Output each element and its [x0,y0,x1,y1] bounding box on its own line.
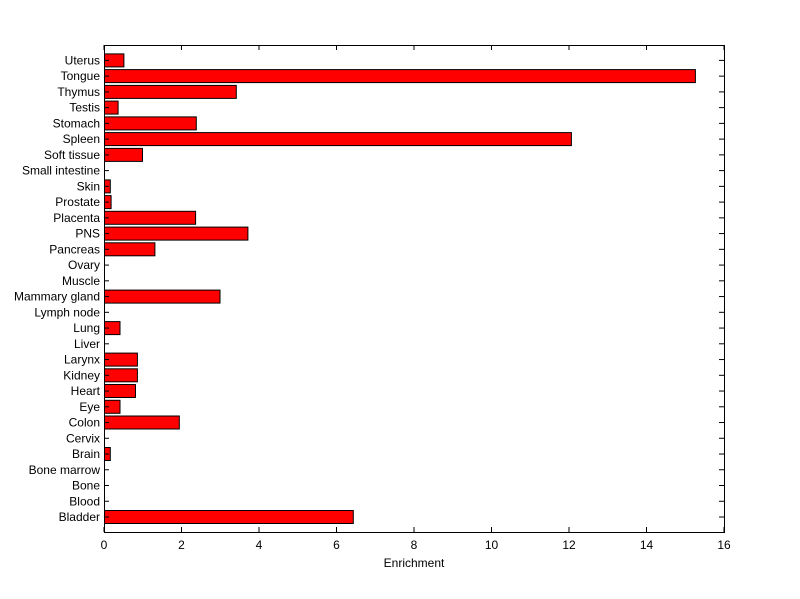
x-ticks [103,45,725,532]
y-tick-label: Bladder [59,510,100,524]
y-tick-label: Blood [69,494,100,508]
y-tick-label: Cervix [66,431,100,445]
bar-spleen [104,132,572,147]
x-tick-label: 12 [562,538,576,552]
y-ticks [104,59,724,518]
x-axis-label: Enrichment [384,556,445,570]
y-tick-label: Small intestine [22,164,100,178]
bar-pancreas [104,242,156,257]
x-tick-label: 6 [333,538,340,552]
y-tick-label: Muscle [62,274,100,288]
y-tick-label: Eye [79,400,100,414]
y-tick-label: Bone [72,479,100,493]
y-tick-label: Brain [72,447,100,461]
bar-bladder [104,510,354,524]
y-tick-label: Ovary [68,258,100,272]
bar-pns [104,226,249,241]
y-tick-label: Thymus [57,85,100,99]
y-tick-label: Pancreas [49,242,100,256]
y-tick-label: Bone marrow [29,463,101,477]
x-tick-label: 0 [101,538,108,552]
bar-colon [104,415,180,430]
y-tick-label: Mammary gland [14,290,100,304]
axes-frame [104,45,725,533]
y-tick-label: Soft tissue [44,148,100,162]
x-tick-label: 4 [256,538,263,552]
bar-tongue [104,69,696,84]
y-tick-label: Placenta [53,211,100,225]
x-tick-label: 8 [411,538,418,552]
y-tick-label: Testis [69,101,100,115]
bar-soft-tissue [104,147,143,162]
x-tick-label: 16 [717,538,731,552]
x-tick-label: 10 [485,538,499,552]
x-tick-label: 2 [178,538,185,552]
bar-thymus [104,84,237,99]
x-tick-label: 14 [640,538,654,552]
y-tick-label: Tongue [61,69,101,83]
y-tick-label: Skin [77,179,100,193]
y-tick-label: Kidney [63,368,100,382]
y-tick-label: Colon [69,416,100,430]
y-tick-label: Heart [71,384,101,398]
y-tick-label: Lymph node [34,305,100,319]
y-tick-label: Spleen [63,132,100,146]
bars-group [104,53,696,524]
bar-kidney [104,368,138,383]
y-tick-label: Stomach [53,116,100,130]
y-tick-label: Prostate [55,195,100,209]
bar-heart [104,384,136,398]
y-tick-label: Larynx [64,353,100,367]
bar-placenta [104,210,197,225]
bar-mammary-gland [104,289,221,304]
y-tick-label: Liver [74,337,100,351]
y-tick-label: Lung [73,321,100,335]
y-tick-label: PNS [75,227,100,241]
y-tick-label: Uterus [65,53,100,67]
x-tick-labels: 0 2 4 6 8 10 12 14 16 [101,538,731,552]
bar-stomach [104,116,197,131]
bar-larynx [104,352,138,367]
